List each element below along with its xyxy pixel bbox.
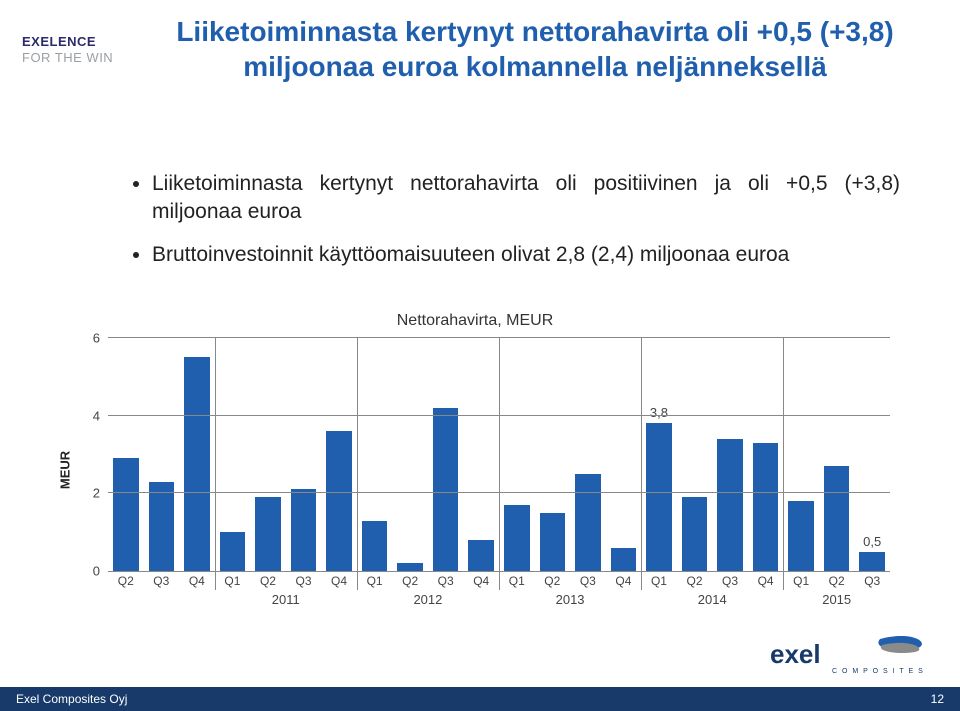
chart-group-separator xyxy=(215,338,216,590)
bullet-item: Liiketoiminnasta kertynyt nettorahavirta… xyxy=(152,170,900,227)
chart-bar xyxy=(575,474,601,571)
chart-xgroup-label: 2012 xyxy=(413,592,442,607)
chart-xtick: Q4 xyxy=(189,574,205,588)
logo-line2: FOR THE WIN xyxy=(22,50,113,66)
chart-xtick: Q2 xyxy=(686,574,702,588)
chart-xtick: Q3 xyxy=(295,574,311,588)
bullet-item: Bruttoinvestoinnit käyttöomaisuuteen oli… xyxy=(152,241,900,269)
chart-bar xyxy=(682,497,708,571)
chart-xtick: Q2 xyxy=(829,574,845,588)
chart-bar xyxy=(113,458,139,571)
chart-bar xyxy=(149,482,175,571)
chart-xgroup-label: 2015 xyxy=(822,592,851,607)
chart-title: Nettorahavirta, MEUR xyxy=(60,312,890,330)
chart-bar xyxy=(220,532,246,571)
chart-bar xyxy=(540,513,566,571)
chart-bar-label: 0,5 xyxy=(863,534,881,549)
chart-xtick: Q4 xyxy=(758,574,774,588)
chart-ytick: 0 xyxy=(78,564,100,579)
chart-ytick: 4 xyxy=(78,408,100,423)
footer-right: 12 xyxy=(931,692,944,706)
chart-bar xyxy=(717,439,743,571)
chart-bar xyxy=(255,497,281,571)
chart-xtick: Q4 xyxy=(473,574,489,588)
chart-bar-label: 3,8 xyxy=(650,405,668,420)
chart-group-separator xyxy=(357,338,358,590)
chart-ytick: 2 xyxy=(78,486,100,501)
chart-bar xyxy=(788,501,814,571)
chart-xtick: Q1 xyxy=(367,574,383,588)
chart-xtick: Q1 xyxy=(509,574,525,588)
logo-line1: EXELENCE xyxy=(22,34,113,50)
chart-bar xyxy=(433,408,459,571)
chart-bar xyxy=(362,521,388,571)
chart-bar xyxy=(611,548,637,571)
chart-xtick: Q1 xyxy=(793,574,809,588)
chart-xtick: Q2 xyxy=(118,574,134,588)
chart-bar xyxy=(468,540,494,571)
chart-xtick: Q4 xyxy=(615,574,631,588)
chart-bar xyxy=(397,563,423,571)
chart-bar xyxy=(291,489,317,571)
chart-group-separator xyxy=(641,338,642,590)
chart-bar xyxy=(504,505,530,571)
exel-logo-sub: C O M P O S I T E S xyxy=(832,668,924,675)
chart-xtick: Q3 xyxy=(722,574,738,588)
chart-bar: 0,5 xyxy=(859,552,885,571)
chart-xtick: Q2 xyxy=(260,574,276,588)
chart-xtick: Q4 xyxy=(331,574,347,588)
chart-bar: 3,8 xyxy=(646,423,672,571)
chart-ytick: 6 xyxy=(78,331,100,346)
chart-group-separator xyxy=(499,338,500,590)
chart-xtick: Q3 xyxy=(438,574,454,588)
chart-xtick: Q2 xyxy=(544,574,560,588)
chart-bar xyxy=(184,357,210,571)
cashflow-bar-chart: Nettorahavirta, MEUR MEUR 3,80,5 0246 Q2… xyxy=(60,320,890,620)
footer-left: Exel Composites Oyj xyxy=(16,692,127,706)
footer-bar: Exel Composites Oyj 12 xyxy=(0,687,960,711)
chart-bar xyxy=(753,443,779,571)
chart-xgroup-label: 2011 xyxy=(272,592,300,607)
chart-xtick: Q1 xyxy=(651,574,667,588)
bullet-list: Liiketoiminnasta kertynyt nettorahavirta… xyxy=(130,170,900,283)
top-left-logo: EXELENCE FOR THE WIN xyxy=(22,34,113,65)
exel-logo: exel C O M P O S I T E S xyxy=(770,633,930,677)
chart-ylabel: MEUR xyxy=(58,451,73,489)
chart-xtick: Q1 xyxy=(224,574,240,588)
page-title: Liiketoiminnasta kertynyt nettorahavirta… xyxy=(150,14,920,84)
chart-xtick: Q2 xyxy=(402,574,418,588)
chart-bar xyxy=(326,431,352,571)
chart-xgroup-label: 2013 xyxy=(556,592,585,607)
chart-group-separator xyxy=(783,338,784,590)
chart-bar xyxy=(824,466,850,571)
chart-xtick: Q3 xyxy=(864,574,880,588)
chart-xgroup-label: 2014 xyxy=(698,592,727,607)
exel-logo-text: exel xyxy=(770,639,821,669)
chart-xtick: Q3 xyxy=(580,574,596,588)
chart-xtick: Q3 xyxy=(153,574,169,588)
